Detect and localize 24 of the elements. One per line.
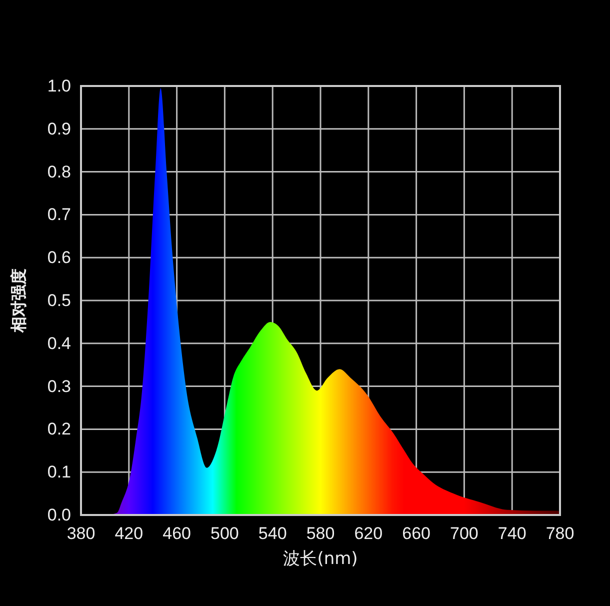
y-tick-label: 0.5 <box>47 290 71 310</box>
y-tick-label: 0.3 <box>47 376 71 396</box>
x-tick-label: 380 <box>66 524 96 544</box>
x-tick-label: 660 <box>402 524 430 544</box>
x-tick-label: 620 <box>354 524 383 544</box>
y-axis-title: 相对强度 <box>9 268 28 334</box>
y-tick-label: 0.4 <box>47 334 71 353</box>
x-tick-label: 780 <box>546 524 574 544</box>
y-tick-label: 0.0 <box>47 505 71 524</box>
x-axis-title: 波长(nm) <box>283 549 358 569</box>
y-tick-label: 0.6 <box>47 248 71 268</box>
x-tick-label: 740 <box>498 524 526 544</box>
y-tick-label: 0.1 <box>47 462 71 482</box>
y-tick-label: 0.2 <box>47 420 71 439</box>
y-tick-label: 0.9 <box>47 119 71 138</box>
y-tick-label: 1.0 <box>47 76 71 96</box>
y-tick-label: 0.7 <box>47 205 71 224</box>
x-tick-label: 420 <box>114 524 144 544</box>
x-tick-label: 700 <box>450 524 478 544</box>
x-tick-label: 540 <box>258 524 287 544</box>
x-tick-label: 580 <box>306 524 335 544</box>
y-tick-label: 0.8 <box>47 162 71 182</box>
x-tick-label: 500 <box>210 524 239 544</box>
x-tick-label: 460 <box>162 524 191 544</box>
